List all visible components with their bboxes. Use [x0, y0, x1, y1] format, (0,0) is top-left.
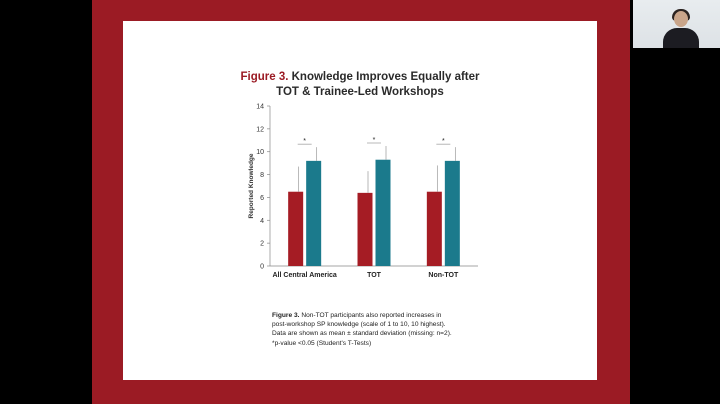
y-tick-label: 2 — [260, 241, 264, 248]
y-tick-label: 0 — [260, 264, 264, 271]
chart-title-figure: Figure 3. — [240, 71, 289, 83]
x-category-label: Non-TOT — [428, 272, 459, 279]
chart-title: Figure 3. Knowledge Improves Equally aft… — [123, 70, 597, 100]
y-tick-label: 12 — [256, 126, 264, 133]
chart-title-text: Knowledge Improves Equally after — [288, 71, 480, 83]
presenter-body — [663, 28, 699, 48]
bar — [288, 191, 304, 266]
significance-marker: * — [442, 138, 445, 145]
y-tick-label: 6 — [260, 195, 264, 202]
caption-figure-label: Figure 3. — [272, 312, 300, 319]
chart-title-line2: TOT & Trainee-Led Workshops — [276, 86, 444, 98]
caption-line-2: post-workshop SP knowledge (scale of 1 t… — [272, 321, 446, 329]
y-tick-label: 14 — [256, 104, 264, 111]
x-category-label: TOT — [367, 272, 382, 279]
caption-line-4: *p-value <0.05 (Student's T-Tests) — [272, 339, 372, 347]
bar — [306, 160, 322, 266]
caption-line-1: Non-TOT participants also reported incre… — [299, 312, 442, 319]
bar — [426, 191, 442, 266]
y-tick-label: 8 — [260, 172, 264, 179]
y-tick-label: 10 — [256, 149, 264, 156]
y-tick-label: 4 — [260, 218, 264, 225]
y-axis-label: Reported Knowledge — [248, 153, 255, 218]
x-category-label: All Central America — [273, 272, 337, 279]
bar-chart: Reported Knowledge 0 2 4 6 8 10 12 14 All Central… — [248, 104, 478, 279]
caption-line-3: Data are shown as mean ± standard deviat… — [272, 330, 452, 338]
bar — [444, 160, 460, 266]
bar — [375, 159, 391, 266]
significance-marker: * — [373, 137, 376, 144]
significance-marker: * — [303, 138, 306, 145]
presenter-video[interactable] — [633, 0, 720, 48]
bar — [357, 192, 373, 266]
presenter-head — [674, 11, 688, 27]
figure-caption: Figure 3. Non-TOT participants also repo… — [272, 311, 487, 348]
